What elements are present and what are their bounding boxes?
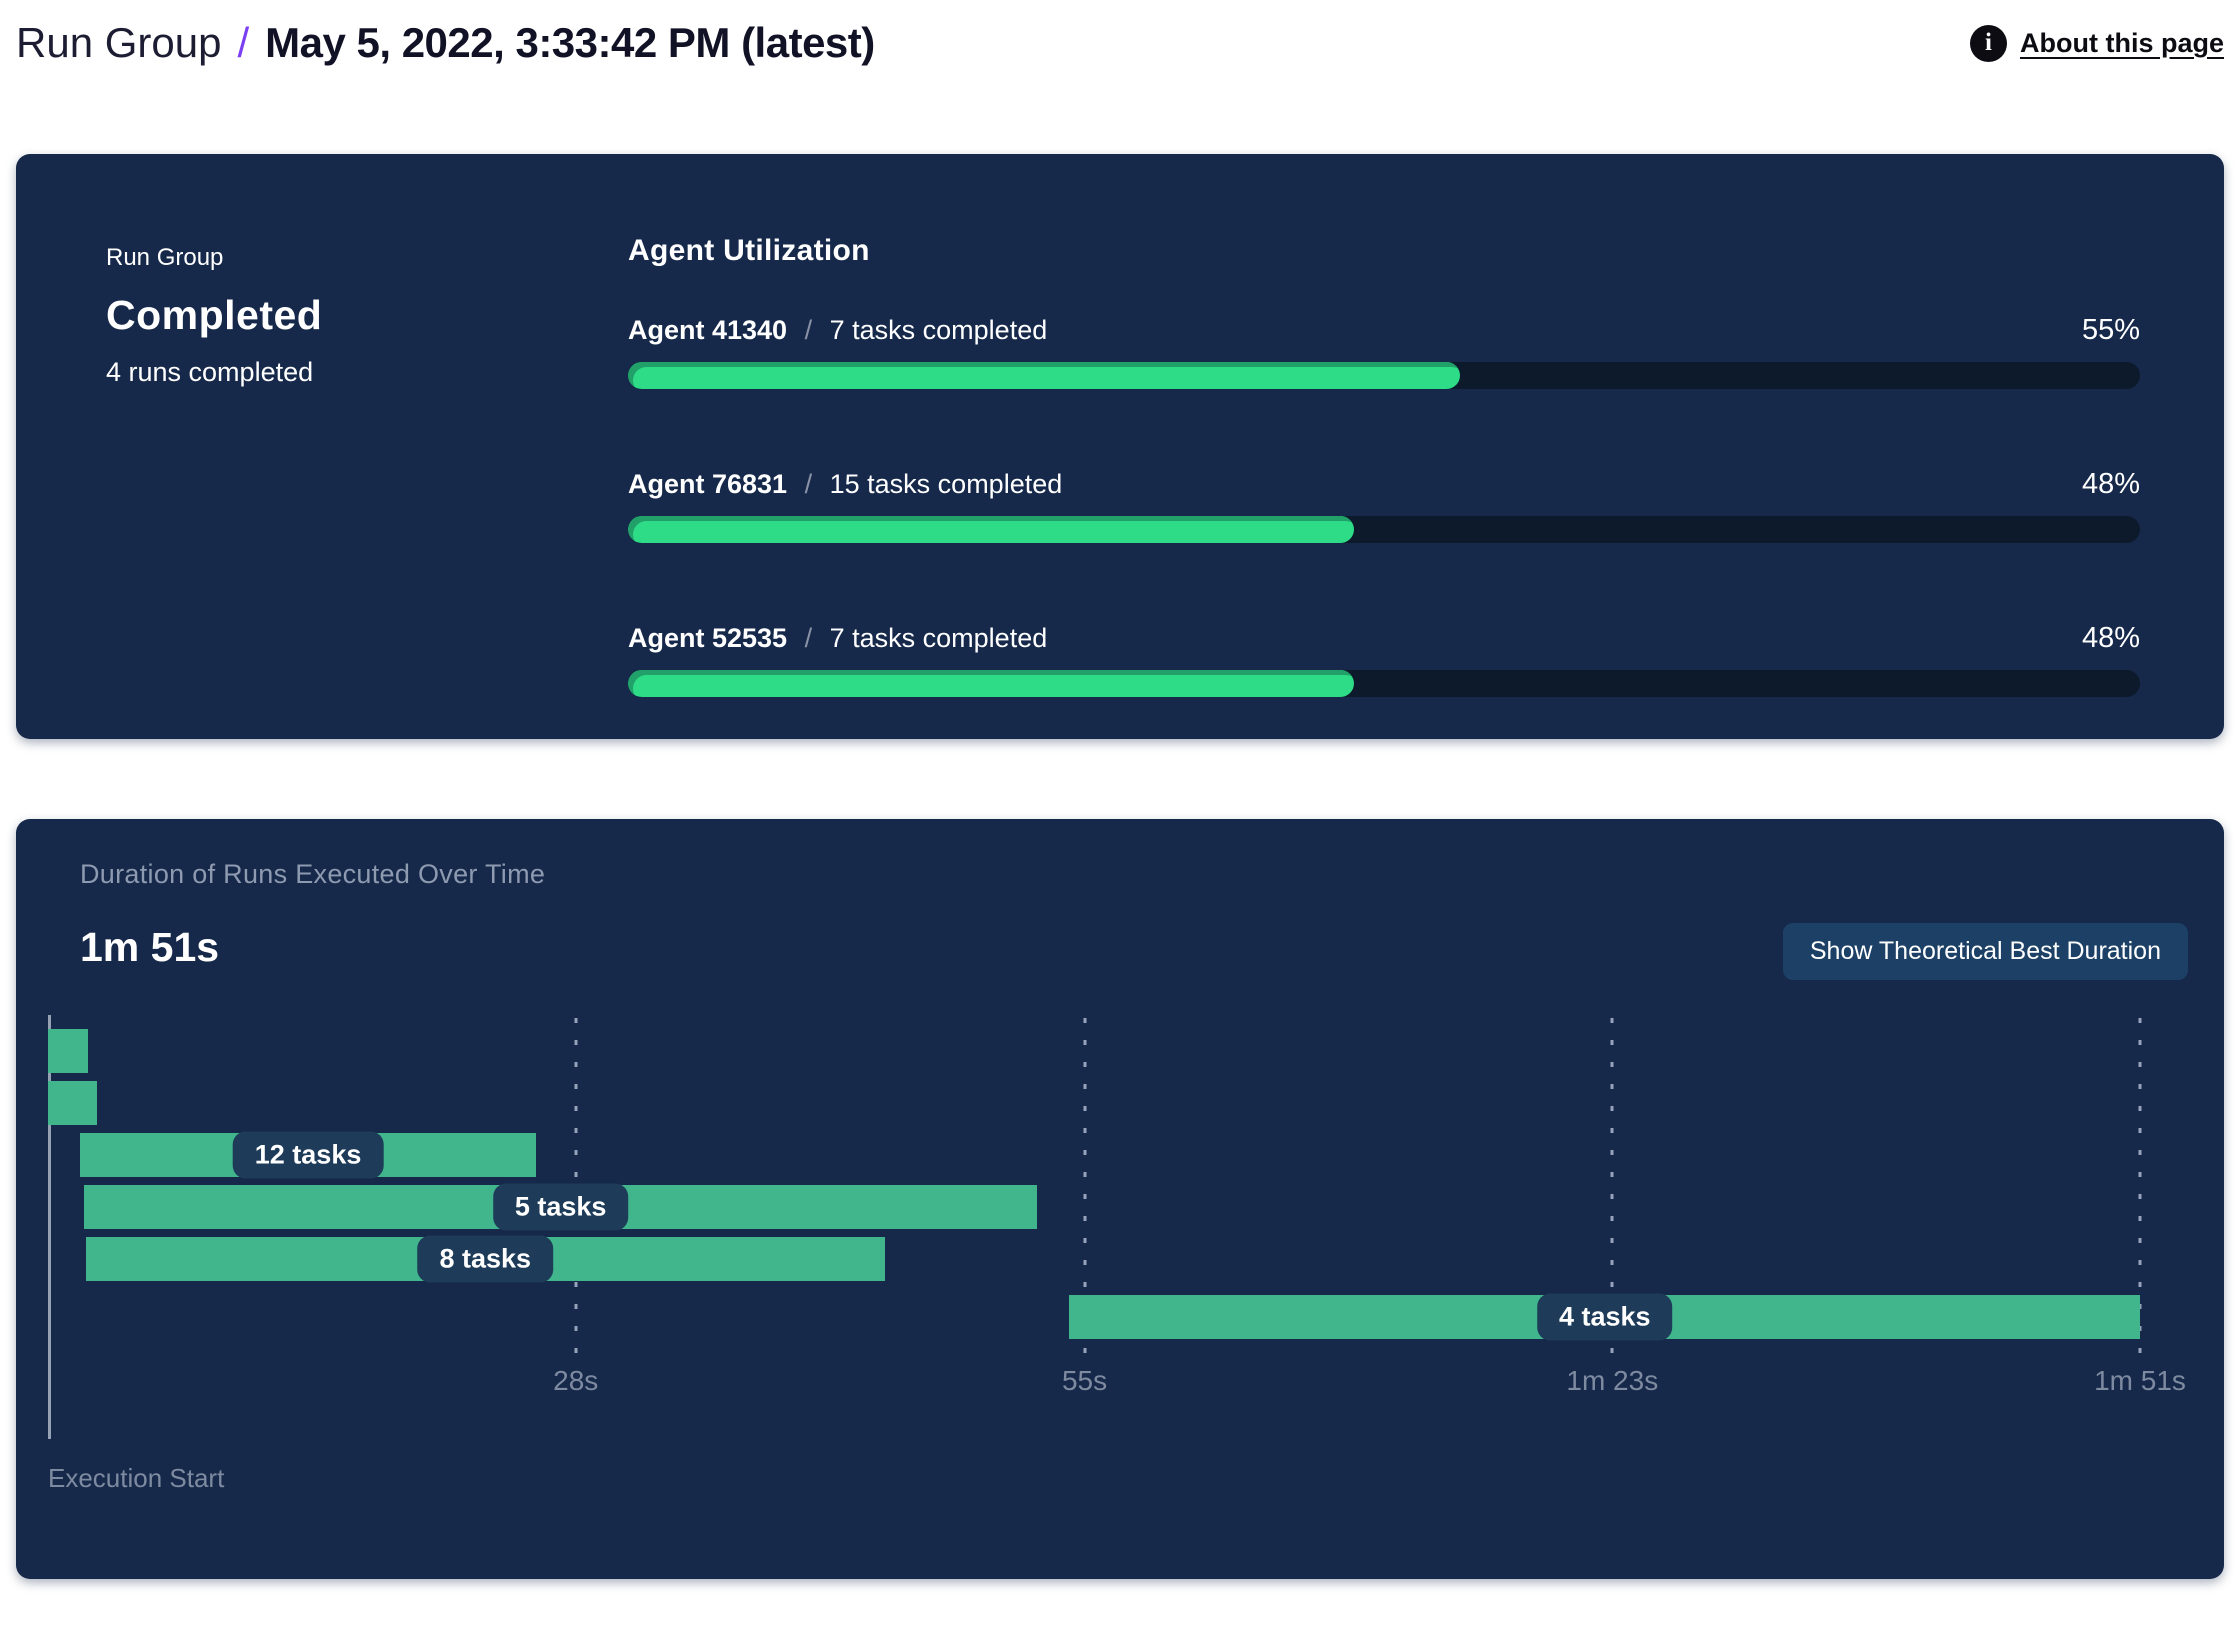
- agent-utilization-fill: [628, 362, 1460, 389]
- gantt-gridline: [1610, 1018, 1614, 1362]
- agent-utilization-percent: 55%: [2081, 314, 2140, 346]
- agent-utilization-track: [628, 516, 2140, 543]
- gantt-gridline: [2138, 1018, 2142, 1362]
- bottom-spacer: [0, 1579, 2240, 1629]
- gantt-tick-label: 28s: [553, 1365, 599, 1396]
- agent-tasks-completed: 15 tasks completed: [829, 469, 1063, 499]
- agent-utilization-fill: [628, 670, 1354, 697]
- gantt-run-bar[interactable]: 5 tasks: [83, 1183, 1038, 1231]
- page-header: Run Group / May 5, 2022, 3:33:42 PM (lat…: [0, 0, 2240, 72]
- agent-label-separator: /: [804, 469, 813, 499]
- agent-name: Agent 76831: [628, 469, 788, 499]
- gantt-run-bar[interactable]: 8 tasks: [85, 1235, 885, 1283]
- agent-utilization-track: [628, 362, 2140, 389]
- gantt-gridline: [1083, 1018, 1087, 1362]
- run-group-status-panel: Run Group Completed 4 runs completed: [90, 234, 628, 739]
- agent-label-separator: /: [804, 623, 813, 653]
- gantt-tick-label: 55s: [1061, 1365, 1108, 1396]
- total-duration-value: 1m 51s: [80, 924, 220, 970]
- about-link-label[interactable]: About this page: [2020, 27, 2224, 58]
- gantt-run-bar[interactable]: 12 tasks: [80, 1131, 537, 1179]
- gantt-y-axis-line: [48, 1015, 51, 1439]
- info-icon[interactable]: i: [1970, 24, 2007, 62]
- gantt-tick-label: 1m 51s: [2094, 1365, 2186, 1396]
- run-group-detail: 4 runs completed: [106, 357, 314, 387]
- page-title: May 5, 2022, 3:33:42 PM (latest): [265, 18, 875, 66]
- agent-name: Agent 41340: [628, 315, 788, 345]
- gantt-run-task-count-badge: 8 tasks: [417, 1235, 554, 1283]
- breadcrumb: Run Group / May 5, 2022, 3:33:42 PM (lat…: [16, 18, 875, 66]
- gantt-run-bar[interactable]: [48, 1029, 88, 1073]
- agent-label: Agent 41340 / 7 tasks completed: [628, 315, 1047, 346]
- execution-start-label: Execution Start: [48, 1463, 225, 1493]
- agent-utilization-title: Agent Utilization: [628, 234, 870, 267]
- agent-row: Agent 76831 / 15 tasks completed 48%: [628, 468, 2140, 543]
- gantt-plot: 28s 55s 1m 23s 1m 51s 12 tasks 5 tasks 8 tasks…: [48, 1015, 2186, 1439]
- show-theoretical-best-duration-button[interactable]: Show Theoretical Best Duration: [1782, 923, 2188, 980]
- breadcrumb-run-group-link[interactable]: Run Group: [16, 18, 222, 66]
- duration-chart-title: Duration of Runs Executed Over Time: [80, 859, 546, 889]
- run-group-eyebrow: Run Group: [106, 244, 224, 271]
- run-group-summary-card: Run Group Completed 4 runs completed Age…: [16, 154, 2224, 739]
- agent-label: Agent 76831 / 15 tasks completed: [628, 469, 1062, 500]
- agent-utilization-percent: 48%: [2081, 468, 2140, 500]
- breadcrumb-separator: /: [237, 18, 250, 66]
- agent-label: Agent 52535 / 7 tasks completed: [628, 623, 1047, 654]
- about-this-page-link[interactable]: i About this page: [1970, 24, 2224, 62]
- run-group-status: Completed: [106, 292, 323, 338]
- agent-utilization-fill: [628, 516, 1354, 543]
- gantt-run-bar[interactable]: 4 tasks: [1069, 1293, 2140, 1341]
- agent-row: Agent 41340 / 7 tasks completed 55%: [628, 314, 2140, 389]
- agent-name: Agent 52535: [628, 623, 788, 653]
- agent-row: Agent 52535 / 7 tasks completed 48%: [628, 622, 2140, 697]
- agent-tasks-completed: 7 tasks completed: [829, 623, 1048, 653]
- agent-tasks-completed: 7 tasks completed: [829, 315, 1048, 345]
- gantt-run-bar[interactable]: [48, 1081, 97, 1125]
- agent-utilization-panel: Agent Utilization Agent 41340 / 7 tasks …: [628, 234, 2140, 739]
- agent-label-separator: /: [804, 315, 813, 345]
- gantt-run-task-count-badge: 5 tasks: [492, 1183, 629, 1231]
- gantt-run-task-count-badge: 4 tasks: [1536, 1293, 1673, 1341]
- agent-utilization-percent: 48%: [2081, 622, 2140, 654]
- agent-utilization-track: [628, 670, 2140, 697]
- duration-chart-card: Duration of Runs Executed Over Time 1m 5…: [16, 819, 2224, 1579]
- gantt-run-task-count-badge: 12 tasks: [232, 1131, 384, 1179]
- gantt-tick-label: 1m 23s: [1566, 1365, 1659, 1396]
